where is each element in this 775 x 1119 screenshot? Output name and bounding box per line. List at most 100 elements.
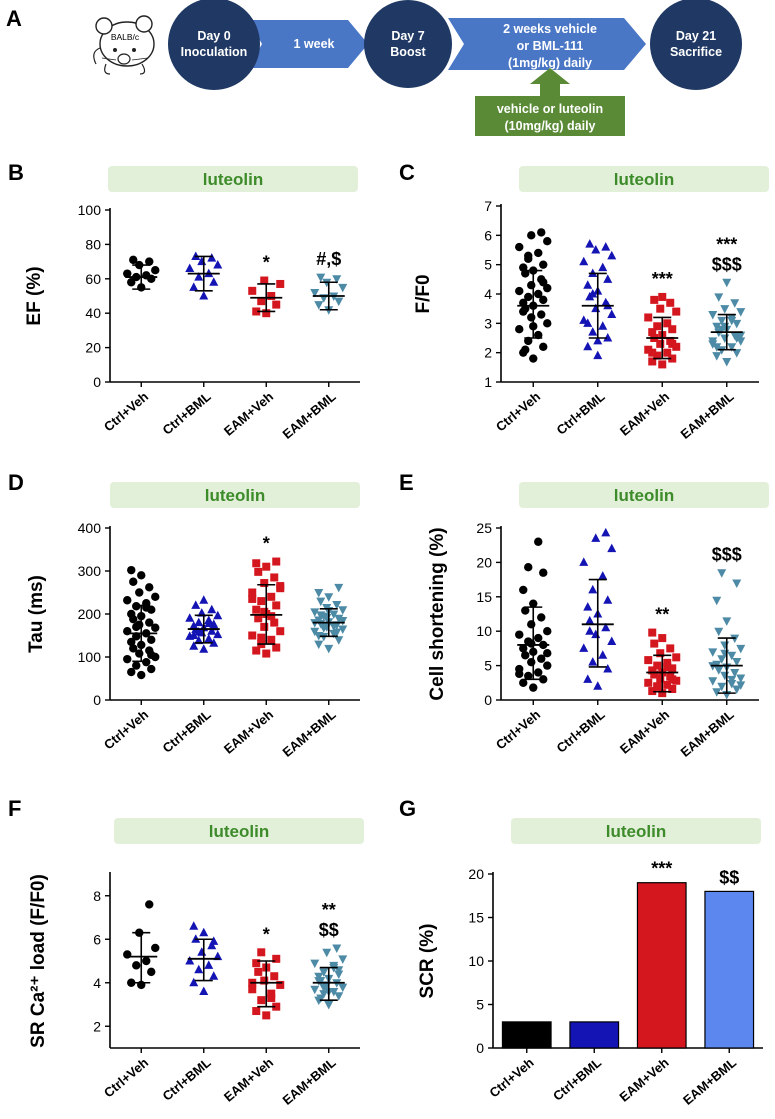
data-point-f xyxy=(276,980,285,989)
panel-letter-c: C xyxy=(399,160,415,185)
data-point-e xyxy=(717,682,727,692)
luteolin-tag-d xyxy=(110,482,360,508)
data-point-d xyxy=(252,559,261,568)
data-point-b xyxy=(185,263,195,272)
luteolin-tag-f xyxy=(114,818,364,844)
y-axis-label-c: F/F0 xyxy=(413,274,434,313)
data-point-b xyxy=(207,253,217,262)
data-point-e xyxy=(730,668,740,678)
x-category-label-c: EAM+Veh xyxy=(617,389,672,439)
data-point-c xyxy=(607,250,617,260)
mouse-label: BALB/c xyxy=(111,32,140,42)
data-point-d xyxy=(204,618,214,627)
data-point-d xyxy=(314,632,324,641)
data-point-d xyxy=(338,606,348,615)
data-point-f xyxy=(199,927,209,937)
x-category-label-e: Ctrl+Veh xyxy=(493,707,543,753)
data-point-d xyxy=(272,643,281,652)
data-point-c xyxy=(515,325,524,334)
data-point-c xyxy=(598,262,608,272)
y-tick-label-e: 25 xyxy=(476,520,492,536)
data-point-d xyxy=(334,614,344,624)
significance-mark-c: *** xyxy=(716,234,737,254)
data-point-b xyxy=(314,301,324,310)
data-point-f xyxy=(267,989,276,998)
y-tick-label-f: 6 xyxy=(93,931,101,947)
x-category-label-c: EAM+BML xyxy=(678,389,737,442)
y-tick-label-e: 5 xyxy=(484,658,492,674)
data-point-c xyxy=(521,345,530,354)
data-point-d xyxy=(270,618,279,627)
data-point-e xyxy=(668,675,677,684)
data-point-b xyxy=(129,255,138,265)
arrow-2-weeks-line1: 2 weeks vehicle xyxy=(503,22,597,36)
x-category-label-d: Ctrl+BML xyxy=(159,707,213,756)
data-point-f xyxy=(334,992,344,1001)
significance-mark-e: ** xyxy=(655,605,669,625)
y-tick-label-c: 6 xyxy=(484,227,492,243)
data-point-f xyxy=(189,921,199,930)
data-point-e xyxy=(644,656,653,665)
data-point-c xyxy=(653,351,662,360)
y-axis-label-e: Cell shortening (%) xyxy=(427,527,448,700)
data-point-d xyxy=(267,612,276,621)
luteolin-dosing-line2: (10mg/kg) daily xyxy=(505,119,596,133)
data-point-d xyxy=(147,650,156,660)
data-point-c xyxy=(593,350,603,360)
data-point-e xyxy=(579,557,589,566)
y-tick-label-d: 400 xyxy=(78,520,102,536)
luteolin-tag-g xyxy=(511,818,761,844)
mouse-icon: BALB/c xyxy=(93,15,155,75)
data-point-f xyxy=(189,977,199,987)
significance-mark-f: $$ xyxy=(319,920,339,940)
data-point-c xyxy=(534,330,543,340)
data-point-e xyxy=(515,630,524,639)
data-point-e xyxy=(598,650,608,659)
day7-circle xyxy=(364,0,452,88)
data-point-d xyxy=(142,657,151,667)
y-tick-label-g: 5 xyxy=(476,997,484,1013)
data-point-d xyxy=(329,610,339,619)
arrow-2-weeks xyxy=(448,18,646,70)
y-tick-label-g: 10 xyxy=(468,953,484,969)
data-point-c xyxy=(658,292,667,301)
data-point-c xyxy=(717,316,727,326)
significance-mark-b: * xyxy=(263,253,270,273)
data-point-d xyxy=(151,623,160,632)
data-point-d xyxy=(137,571,146,580)
day21-line2: Sacrifice xyxy=(670,45,722,59)
data-point-f xyxy=(334,966,344,975)
data-point-e xyxy=(543,661,552,670)
data-point-e xyxy=(579,643,589,652)
data-point-c xyxy=(732,319,742,329)
data-point-f xyxy=(209,936,219,945)
data-point-e xyxy=(588,657,598,666)
data-point-d xyxy=(145,618,154,627)
data-point-f xyxy=(316,994,326,1003)
data-point-c xyxy=(583,318,593,327)
y-tick-label-c: 7 xyxy=(484,198,492,214)
data-point-c xyxy=(591,245,601,254)
data-point-d xyxy=(257,633,266,642)
x-category-label-f: Ctrl+Veh xyxy=(101,1055,151,1101)
data-point-e xyxy=(712,596,722,606)
data-point-c xyxy=(603,333,613,342)
panel-letter-d: D xyxy=(8,470,24,495)
data-point-d xyxy=(123,654,132,664)
y-tick-label-b: 20 xyxy=(85,340,101,356)
y-tick-label-d: 200 xyxy=(78,606,102,622)
data-point-f xyxy=(332,944,342,953)
data-point-e xyxy=(527,657,536,667)
data-point-d xyxy=(213,629,223,639)
data-point-c xyxy=(736,308,746,317)
data-point-e xyxy=(648,687,657,696)
data-point-f xyxy=(199,986,209,995)
data-point-d xyxy=(194,617,204,627)
data-point-d xyxy=(123,596,132,605)
y-tick-label-f: 4 xyxy=(93,975,101,991)
data-point-c xyxy=(720,334,730,343)
data-point-e xyxy=(529,683,538,692)
data-point-d xyxy=(319,624,329,633)
